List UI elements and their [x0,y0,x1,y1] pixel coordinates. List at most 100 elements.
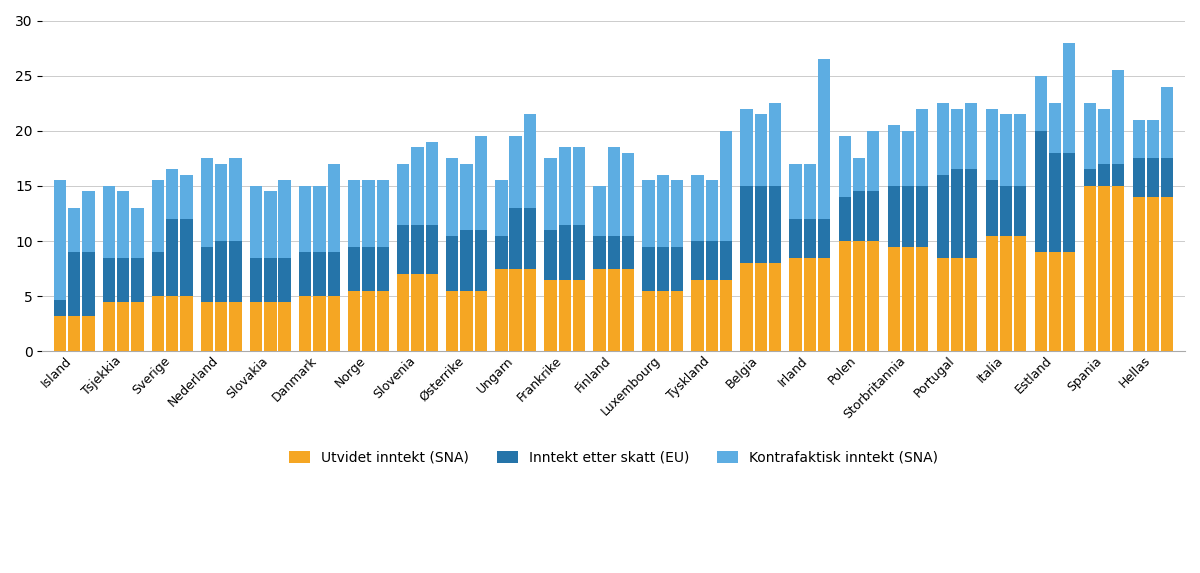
Bar [965,170,977,258]
Bar [397,164,409,225]
Bar [740,109,752,186]
Bar [769,186,781,263]
Bar [622,236,634,269]
Bar [720,241,732,280]
Bar [558,225,571,280]
Bar [348,180,360,246]
Bar [166,219,179,296]
Bar [769,103,781,186]
Bar [278,302,290,351]
Bar [1147,120,1159,158]
Bar [152,296,164,351]
Bar [54,316,66,351]
Bar [790,164,802,219]
Bar [1147,197,1159,351]
Bar [1098,109,1110,164]
Bar [200,158,214,246]
Bar [118,302,130,351]
Bar [166,296,179,351]
Bar [866,241,880,351]
Bar [348,246,360,291]
Bar [1014,236,1026,351]
Bar [1000,186,1012,236]
Bar [475,291,487,351]
Bar [888,186,900,246]
Bar [755,114,767,186]
Bar [152,252,164,296]
Bar [1147,158,1159,197]
Bar [166,170,179,219]
Bar [446,236,458,291]
Bar [180,296,193,351]
Bar [740,186,752,263]
Bar [299,252,311,296]
Bar [1049,153,1061,252]
Bar [377,291,389,351]
Bar [691,280,703,351]
Bar [545,230,557,280]
Bar [545,280,557,351]
Bar [412,147,424,225]
Bar [965,103,977,170]
Bar [328,252,340,296]
Bar [131,302,144,351]
Bar [313,186,325,252]
Bar [397,225,409,274]
Bar [362,180,374,246]
Bar [215,302,228,351]
Bar [278,180,290,258]
Bar [1014,186,1026,236]
Bar [839,241,851,351]
Bar [377,246,389,291]
Bar [461,291,473,351]
Bar [496,269,508,351]
Bar [572,225,584,280]
Bar [656,291,668,351]
Bar [475,136,487,230]
Bar [496,236,508,269]
Bar [264,302,276,351]
Bar [671,180,683,246]
Bar [706,241,718,280]
Bar [523,114,536,208]
Bar [1162,197,1174,351]
Bar [804,164,816,219]
Bar [412,225,424,274]
Bar [985,180,998,236]
Bar [866,191,880,241]
Bar [68,252,80,316]
Bar [572,280,584,351]
Bar [755,263,767,351]
Bar [131,258,144,302]
Bar [950,109,964,170]
Bar [622,153,634,236]
Bar [313,296,325,351]
Bar [888,125,900,186]
Bar [523,269,536,351]
Bar [901,131,914,186]
Bar [103,302,115,351]
Bar [593,236,606,269]
Bar [790,219,802,258]
Bar [1034,252,1046,351]
Bar [1084,170,1096,186]
Bar [1000,236,1012,351]
Bar [250,258,263,302]
Bar [377,180,389,246]
Bar [1084,186,1096,351]
Bar [103,186,115,258]
Bar [1000,114,1012,186]
Bar [510,136,522,208]
Bar [264,191,276,258]
Bar [1098,164,1110,186]
Bar [558,280,571,351]
Bar [250,302,263,351]
Bar [250,186,263,258]
Bar [853,191,865,241]
Bar [853,241,865,351]
Bar [656,246,668,291]
Bar [446,291,458,351]
Bar [278,258,290,302]
Bar [1034,76,1046,131]
Bar [152,180,164,252]
